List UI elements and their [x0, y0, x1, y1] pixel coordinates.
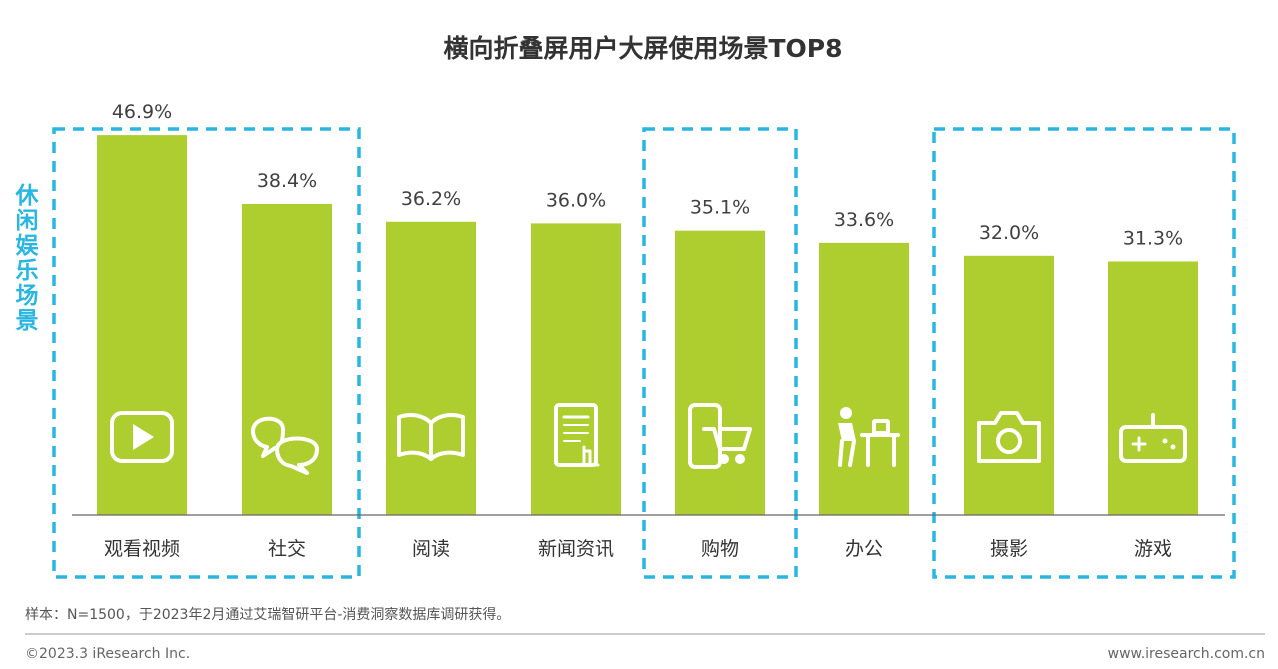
category-labels: 观看视频 社交 阅读 新闻资讯 购物 办公 摄影 游戏: [104, 538, 1172, 560]
footer-copyright: ©2023.3 iResearch Inc.: [25, 646, 190, 662]
bar-2: [242, 203, 332, 515]
value-label: 36.0%: [546, 189, 606, 211]
person-desk-icon: [838, 407, 900, 467]
category-label: 办公: [845, 538, 883, 560]
highlight-box: [52, 127, 361, 579]
category-label: 观看视频: [104, 538, 180, 560]
sample-note: 样本：N=1500，于2023年2月通过艾瑞智研平台-消费洞察数据库调研获得。: [25, 606, 510, 623]
value-label: 38.4%: [257, 170, 317, 192]
category-label: 社交: [268, 538, 306, 560]
bar-8: [1108, 261, 1198, 515]
value-label: 46.9%: [112, 101, 172, 123]
value-label: 32.0%: [979, 222, 1039, 244]
bar-6: [819, 242, 909, 515]
category-label: 阅读: [412, 538, 450, 560]
side-label: 休闲娱乐场景: [11, 183, 40, 333]
value-label: 31.3%: [1123, 227, 1183, 249]
highlight-box: [642, 127, 798, 579]
camera-icon: [977, 411, 1041, 463]
highlight-boxes: [52, 127, 1236, 579]
bar-3: [386, 221, 476, 515]
highlight-box: [932, 127, 1236, 579]
phone-cart-icon: [688, 403, 752, 469]
category-label: 购物: [701, 538, 739, 560]
value-label: 33.6%: [834, 209, 894, 231]
value-labels: 46.9% 38.4% 36.2% 36.0% 35.1% 33.6% 32.0% 31.3%: [112, 101, 1183, 249]
bar-icons: [110, 403, 1187, 475]
bar-1: [97, 135, 187, 516]
bars: [97, 135, 1198, 516]
footer-website: www.iresearch.com.cn: [1108, 646, 1265, 662]
open-book-icon: [397, 413, 465, 461]
category-label: 新闻资讯: [538, 538, 614, 560]
category-label: 游戏: [1134, 538, 1172, 560]
bar-4: [531, 223, 621, 515]
chat-bubbles-icon: [251, 416, 319, 475]
chart-title: 横向折叠屏用户大屏使用场景TOP8: [443, 34, 842, 63]
gamepad-icon: [1119, 413, 1187, 463]
value-label: 35.1%: [690, 197, 750, 219]
video-play-icon: [110, 411, 174, 463]
value-label: 36.2%: [401, 188, 461, 210]
bar-7: [964, 255, 1054, 516]
category-label: 摄影: [990, 538, 1028, 560]
bar-5: [675, 230, 765, 515]
news-tablet-icon: [554, 403, 600, 467]
